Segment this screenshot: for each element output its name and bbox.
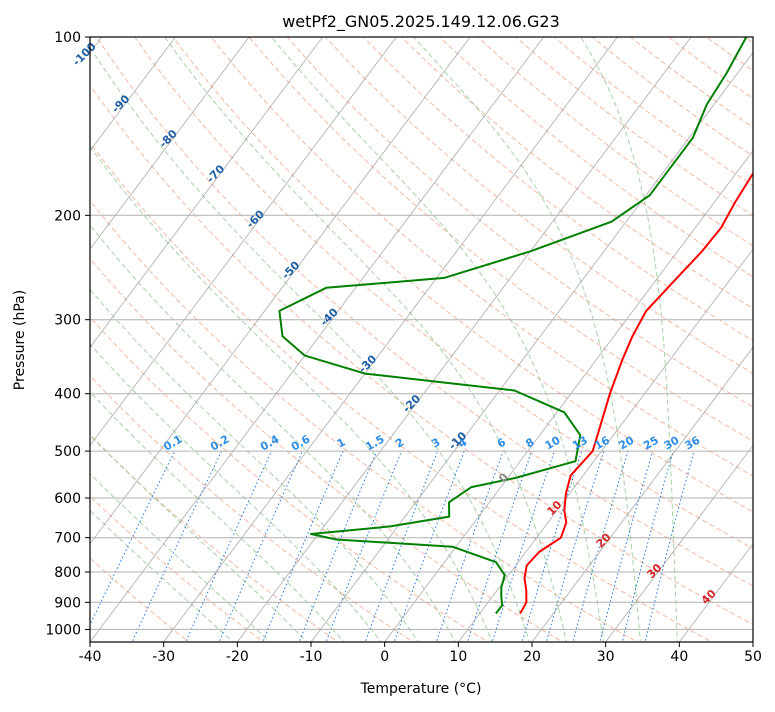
y-tick-label: 500 <box>54 444 81 460</box>
y-tick-label: 800 <box>54 565 81 581</box>
x-tick-label: -10 <box>300 649 323 665</box>
x-tick-label: 30 <box>597 649 615 665</box>
y-axis-label: Pressure (hPa) <box>12 290 28 390</box>
y-tick-label: 200 <box>54 208 81 224</box>
y-tick-label: 1000 <box>45 622 81 638</box>
y-tick-label: 300 <box>54 313 81 329</box>
y-tick-label: 100 <box>54 30 81 46</box>
y-tick-label: 900 <box>54 595 81 611</box>
x-tick-label: 50 <box>744 649 762 665</box>
y-tick-label: 700 <box>54 531 81 547</box>
x-axis-label: Temperature (°C) <box>360 681 482 697</box>
x-tick-label: -30 <box>152 649 175 665</box>
x-tick-label: -40 <box>79 649 102 665</box>
x-tick-label: 10 <box>449 649 467 665</box>
y-tick-label: 400 <box>54 387 81 403</box>
y-tick-label: 600 <box>54 491 81 507</box>
x-tick-label: 0 <box>380 649 389 665</box>
x-tick-label: 20 <box>523 649 541 665</box>
x-tick-label: 40 <box>670 649 688 665</box>
chart-title: wetPf2_GN05.2025.149.12.06.G23 <box>282 12 560 32</box>
x-tick-label: -20 <box>226 649 249 665</box>
